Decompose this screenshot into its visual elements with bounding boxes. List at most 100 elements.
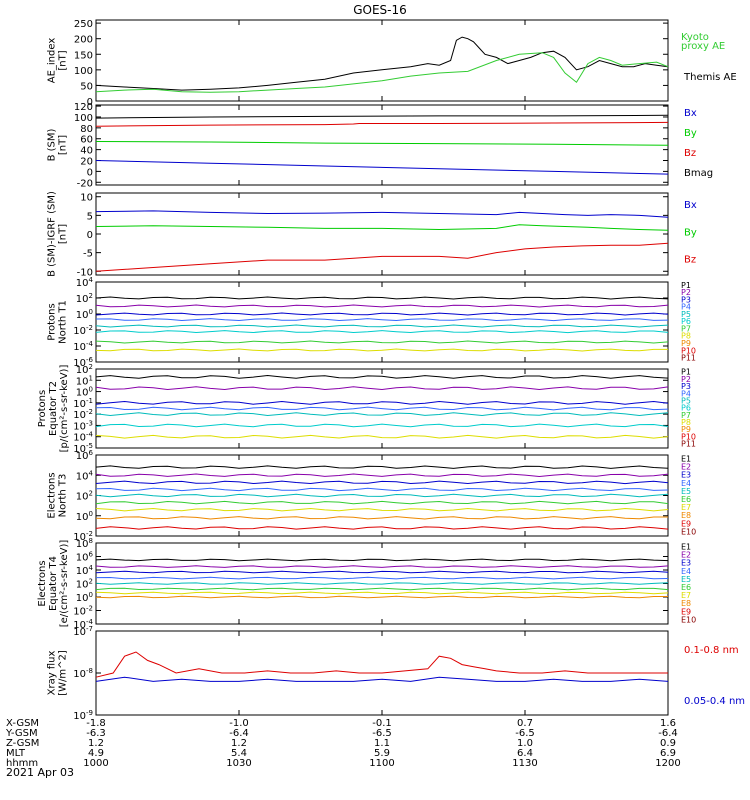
series-e5 bbox=[95, 493, 669, 498]
series-bx bbox=[95, 160, 669, 175]
series-by bbox=[95, 141, 669, 146]
ytick-label: 20 bbox=[80, 157, 93, 168]
legend-item: E4 bbox=[681, 567, 691, 576]
legend-item: By bbox=[684, 227, 697, 238]
ytick-label: 100 bbox=[76, 308, 93, 321]
ytick-label: 102 bbox=[76, 490, 93, 503]
ytick-label: -20 bbox=[77, 178, 93, 189]
xaxis-value: 1030 bbox=[226, 758, 251, 769]
legend-item: By bbox=[684, 128, 697, 139]
ytick-label: 104 bbox=[76, 469, 94, 482]
xaxis-row-label: X-GSM bbox=[6, 718, 39, 729]
ylabel: B (SM)-IGRF (SM) bbox=[47, 191, 58, 277]
series-p6 bbox=[95, 330, 669, 334]
series-p7 bbox=[95, 340, 669, 344]
legend-item: E2 bbox=[681, 551, 691, 560]
legend-item: P8 bbox=[681, 332, 691, 341]
legend-item: E6 bbox=[681, 495, 691, 504]
xaxis-value: 1.1 bbox=[374, 738, 390, 749]
ytick-label: 102 bbox=[76, 292, 93, 305]
series-p4 bbox=[95, 318, 669, 322]
series-e6 bbox=[95, 500, 669, 505]
xaxis-value: -1.8 bbox=[86, 718, 106, 729]
xaxis-value: -6.5 bbox=[372, 728, 392, 739]
legend-item: P8 bbox=[681, 418, 691, 427]
legend-item: 0.05-0.4 nm bbox=[684, 696, 745, 707]
series-p4 bbox=[95, 406, 669, 411]
series-e8 bbox=[95, 516, 668, 520]
ytick-label: 100 bbox=[76, 591, 93, 604]
legend-item: P7 bbox=[681, 411, 691, 420]
series-by bbox=[95, 224, 669, 231]
ytick-label: -10 bbox=[77, 267, 93, 278]
xaxis-value: -0.1 bbox=[372, 718, 392, 729]
xaxis-row-label: hhmm bbox=[6, 758, 38, 769]
ylabel: AE_index bbox=[47, 38, 58, 84]
ytick-label: 106 bbox=[76, 449, 94, 462]
legend-item: Kyoto bbox=[681, 32, 709, 43]
panel-frame bbox=[95, 19, 669, 102]
ytick-label: 0 bbox=[87, 97, 93, 108]
series-e9 bbox=[95, 526, 669, 530]
ylabel: Equator T4 bbox=[48, 556, 59, 611]
ylabel: [nT] bbox=[58, 135, 69, 155]
ytick-label: 10 bbox=[80, 193, 93, 204]
xaxis-row-label: Z-GSM bbox=[6, 738, 39, 749]
panel-frame bbox=[95, 454, 669, 537]
xaxis-value: 1200 bbox=[655, 758, 680, 769]
legend-item: E8 bbox=[681, 599, 691, 608]
xaxis-value: 5.9 bbox=[374, 748, 390, 759]
series-p5 bbox=[95, 324, 669, 328]
series-bmag bbox=[95, 114, 669, 119]
legend-item: P6 bbox=[681, 404, 691, 413]
ylabel: [e/(cm²-s-sr-keV)] bbox=[59, 540, 70, 628]
legend-item: P6 bbox=[681, 317, 691, 326]
date-label: 2021 Apr 03 bbox=[6, 766, 74, 779]
xaxis-value: -6.4 bbox=[229, 728, 249, 739]
ylabel: Protons bbox=[37, 390, 48, 427]
series-e8 bbox=[95, 595, 668, 599]
ylabel: Electrons bbox=[37, 560, 48, 606]
legend-item: E2 bbox=[681, 463, 691, 472]
series-p1 bbox=[95, 296, 669, 300]
xaxis-value: 1000 bbox=[83, 758, 108, 769]
legend-item: P3 bbox=[681, 295, 691, 304]
ylabel: [W/m^2] bbox=[58, 650, 69, 696]
ytick-label: 40 bbox=[80, 146, 93, 157]
legend-item: Bz bbox=[684, 255, 696, 266]
ytick-label: 102 bbox=[76, 578, 93, 591]
xaxis-value: 1.2 bbox=[231, 738, 247, 749]
series-bx bbox=[95, 210, 669, 218]
ylabel: North T1 bbox=[58, 300, 69, 344]
ylabel: [p/(cm²-s-sr-keV)] bbox=[59, 365, 70, 453]
series-e7 bbox=[95, 507, 669, 512]
legend-item: E7 bbox=[681, 591, 691, 600]
legend-item: P9 bbox=[681, 339, 691, 348]
panel-bigrf: -10 -5 0 5 10 B (SM)-IGRF (SM) [nT] Bx By Bz bbox=[47, 191, 697, 278]
legend-item: P1 bbox=[681, 368, 691, 377]
ytick-label: 60 bbox=[80, 135, 93, 146]
xaxis-value: 1.6 bbox=[660, 718, 676, 729]
legend-item: P10 bbox=[681, 432, 696, 441]
ylabel: North T3 bbox=[58, 474, 69, 518]
series-e4 bbox=[95, 576, 669, 580]
series-p6 bbox=[95, 423, 669, 428]
legend-item: E3 bbox=[681, 559, 691, 568]
legend-item: Bmag bbox=[684, 168, 713, 179]
series-e2 bbox=[95, 473, 669, 478]
ytick-label: 104 bbox=[76, 276, 94, 289]
ytick-label: 0 bbox=[87, 167, 93, 178]
ytick-label: 10-7 bbox=[73, 625, 93, 638]
legend-item: E8 bbox=[681, 511, 691, 520]
xaxis-value: 1100 bbox=[369, 758, 394, 769]
series-e2 bbox=[95, 565, 669, 568]
series-themis-ae bbox=[95, 36, 669, 91]
legend-item: Bx bbox=[684, 108, 697, 119]
xaxis-value: 4.9 bbox=[88, 748, 104, 759]
legend-item: Themis AE bbox=[683, 72, 737, 83]
ytick-label: 100 bbox=[76, 510, 93, 523]
